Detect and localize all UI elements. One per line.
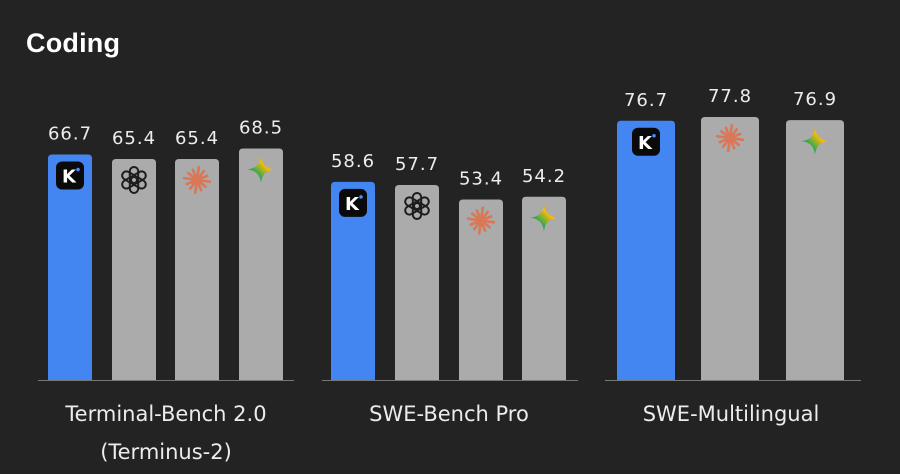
bar-claude bbox=[701, 117, 759, 380]
data-label: 58.6 bbox=[331, 151, 375, 172]
data-label: 76.9 bbox=[793, 89, 837, 110]
kimi-logo-icon: K bbox=[339, 188, 367, 217]
kimi-logo-icon: K bbox=[56, 161, 84, 190]
data-label: 65.4 bbox=[175, 128, 219, 149]
data-label: 66.7 bbox=[48, 124, 92, 145]
svg-text:K: K bbox=[62, 167, 77, 188]
gemini-logo-icon bbox=[801, 127, 829, 156]
bar-gemini bbox=[786, 120, 844, 380]
category-label: SWE-Multilingual bbox=[643, 402, 820, 426]
kimi-logo-icon: K bbox=[632, 127, 660, 156]
gemini-logo-icon bbox=[247, 155, 275, 184]
bar-claude bbox=[459, 199, 503, 380]
openai-logo-icon bbox=[404, 191, 430, 220]
svg-text:K: K bbox=[345, 194, 360, 215]
bar-openai bbox=[395, 184, 439, 380]
category-label: Terminal-Bench 2.0 bbox=[64, 402, 266, 426]
openai-logo-icon bbox=[121, 165, 147, 194]
category-label: SWE-Bench Pro bbox=[369, 402, 529, 426]
data-label: 57.7 bbox=[395, 154, 439, 175]
claude-logo-icon bbox=[466, 206, 496, 235]
data-label: 76.7 bbox=[624, 90, 668, 111]
claude-logo-icon bbox=[182, 165, 212, 195]
category-label: (Terminus-2) bbox=[100, 440, 232, 464]
bar-kimi bbox=[617, 120, 675, 380]
svg-text:K: K bbox=[638, 133, 653, 154]
data-label: 54.2 bbox=[522, 166, 566, 187]
data-label: 68.5 bbox=[239, 117, 283, 138]
bar-openai bbox=[112, 158, 156, 380]
bar-claude bbox=[175, 158, 219, 380]
data-label: 65.4 bbox=[112, 128, 156, 149]
data-label: 53.4 bbox=[459, 169, 503, 190]
claude-logo-icon bbox=[715, 123, 745, 153]
data-label: 77.8 bbox=[708, 86, 752, 107]
gemini-logo-icon bbox=[530, 203, 558, 232]
bar-kimi bbox=[48, 154, 92, 380]
bar-kimi bbox=[331, 181, 375, 380]
bar-gemini bbox=[239, 148, 283, 380]
chart-title: Coding bbox=[26, 28, 121, 58]
bar-gemini bbox=[522, 196, 566, 380]
